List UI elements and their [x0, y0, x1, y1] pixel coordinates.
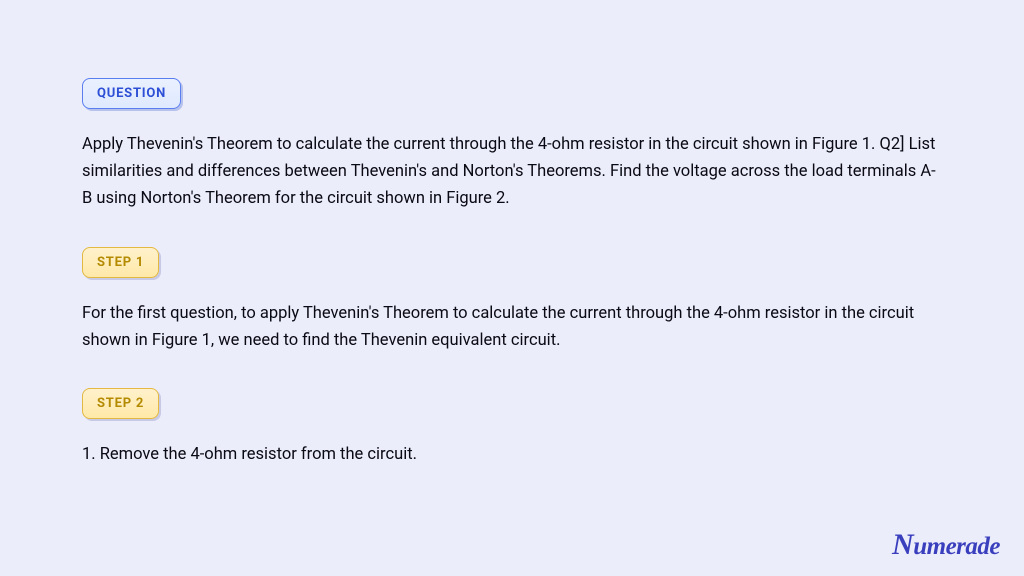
- step-badge: STEP 1: [82, 247, 159, 278]
- brand-logo-rest: umerade: [913, 533, 1000, 560]
- step-block: STEP 2 1. Remove the 4-ohm resistor from…: [82, 388, 942, 468]
- question-badge: QUESTION: [82, 78, 181, 109]
- step-text: For the first question, to apply Theveni…: [82, 300, 942, 354]
- brand-logo-initial: N: [892, 528, 913, 561]
- content-area: QUESTION Apply Thevenin's Theorem to cal…: [0, 0, 1024, 468]
- step-block: STEP 1 For the first question, to apply …: [82, 247, 942, 354]
- step-text: 1. Remove the 4-ohm resistor from the ci…: [82, 441, 942, 468]
- question-block: QUESTION Apply Thevenin's Theorem to cal…: [82, 78, 942, 213]
- step-badge: STEP 2: [82, 388, 159, 419]
- question-text: Apply Thevenin's Theorem to calculate th…: [82, 131, 942, 213]
- brand-logo: Numerade: [892, 528, 1000, 562]
